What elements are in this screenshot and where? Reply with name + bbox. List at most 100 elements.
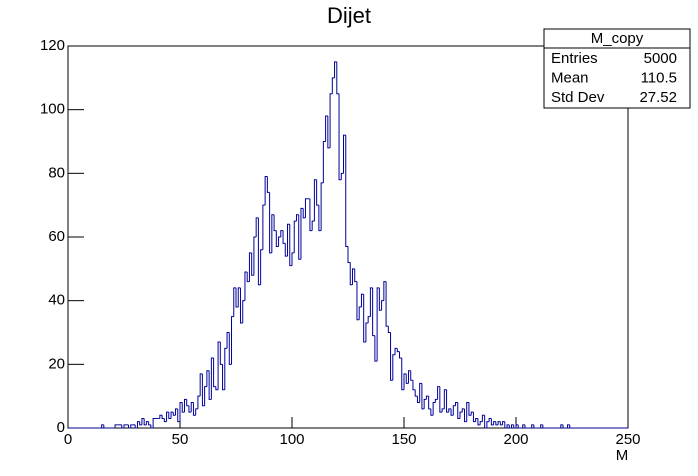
histogram-bin xyxy=(430,408,434,416)
histogram-bin xyxy=(181,402,185,413)
histogram-bin xyxy=(188,405,192,413)
histogram-bin xyxy=(134,424,138,429)
histogram-bin xyxy=(562,424,566,429)
histogram-bin xyxy=(396,348,400,353)
histogram-bin xyxy=(560,424,564,428)
histogram-bin xyxy=(327,116,331,149)
histogram-bin xyxy=(533,424,537,429)
histogram-bin xyxy=(175,408,178,416)
histogram-bin xyxy=(239,287,243,324)
histogram-bin xyxy=(378,287,382,311)
histogram-bin xyxy=(358,306,362,320)
histogram-bin xyxy=(488,417,492,422)
histogram-bin xyxy=(313,179,317,222)
histogram-bin xyxy=(390,332,393,381)
histogram-bin xyxy=(161,415,165,419)
histogram-bin xyxy=(304,198,308,218)
histogram-bin xyxy=(143,418,147,426)
histogram-bin xyxy=(269,192,272,254)
histogram-bin xyxy=(123,424,127,428)
histogram-bin xyxy=(432,402,436,416)
histogram-bin xyxy=(412,380,416,391)
histogram-bin xyxy=(340,172,344,180)
histogram-bin xyxy=(201,373,205,407)
stats-label: Mean xyxy=(551,69,589,86)
histogram-bin xyxy=(399,351,402,359)
histogram-bin xyxy=(311,220,315,231)
histogram-bin xyxy=(441,408,445,413)
histogram-bin xyxy=(284,243,288,257)
stats-box: M_copy xyxy=(543,28,691,109)
histogram-bin xyxy=(114,424,118,428)
histogram-bin xyxy=(376,287,380,362)
histogram-bin xyxy=(226,332,230,349)
stats-label: Entries xyxy=(551,50,598,67)
histogram-bin xyxy=(524,424,528,429)
histogram-bin xyxy=(374,335,378,362)
histogram-bin xyxy=(331,77,335,94)
histogram-bin xyxy=(425,395,429,400)
histogram-bin xyxy=(457,402,460,419)
histogram-bin xyxy=(540,424,543,428)
histogram-bin xyxy=(423,398,427,409)
histogram-bin xyxy=(448,408,452,413)
y-tick-label: 0 xyxy=(57,419,65,436)
histogram-bin xyxy=(499,421,503,426)
histogram-bin xyxy=(459,411,463,419)
histogram-bin xyxy=(275,230,279,248)
histogram-bin xyxy=(291,252,295,266)
histogram-bin xyxy=(179,402,183,422)
histogram-bin xyxy=(515,424,519,428)
histogram-bin xyxy=(439,386,443,413)
histogram-bin xyxy=(542,424,546,429)
histogram-bin xyxy=(318,205,322,232)
histogram-bin xyxy=(493,421,496,425)
histogram-bin xyxy=(428,396,431,410)
histogram-bin xyxy=(513,424,516,429)
stats-value: 5000 xyxy=(644,50,677,67)
x-tick-label: 150 xyxy=(391,431,416,448)
histogram-bin xyxy=(446,389,449,413)
histogram-bin xyxy=(213,357,216,388)
histogram-bin xyxy=(325,115,328,142)
y-tick-label: 60 xyxy=(48,228,65,245)
histogram-bin xyxy=(367,316,371,323)
histogram-bin xyxy=(228,332,232,365)
histogram-bin xyxy=(204,386,207,406)
histogram-bin xyxy=(421,383,425,410)
histogram-bin xyxy=(262,204,266,250)
histogram-bin xyxy=(264,176,268,206)
histogram-bin xyxy=(237,287,241,308)
histogram-bin xyxy=(159,414,163,419)
histogram-bin xyxy=(260,249,263,285)
histogram-bin xyxy=(497,421,501,425)
histogram-bin xyxy=(356,281,360,321)
histogram-bin xyxy=(219,342,223,365)
histogram-bin xyxy=(416,396,420,404)
histogram-bin xyxy=(210,357,214,400)
histogram-bin xyxy=(392,354,396,381)
histogram-bin xyxy=(251,252,254,276)
x-tick-label: 0 xyxy=(64,431,72,448)
histogram-bin xyxy=(168,412,172,419)
histogram-bin xyxy=(231,316,234,365)
histogram-bin xyxy=(278,236,281,247)
histogram-bin xyxy=(141,417,145,425)
histogram-bin xyxy=(511,424,514,428)
histogram-bin xyxy=(242,300,245,323)
histogram-bin xyxy=(248,252,252,282)
histogram-bin xyxy=(287,223,290,257)
histogram-bin xyxy=(405,373,409,384)
histogram-bin xyxy=(434,398,438,403)
histogram-bin xyxy=(484,415,487,429)
histogram-bin xyxy=(192,402,196,416)
histogram-bin xyxy=(567,424,570,428)
histogram-bin xyxy=(322,141,326,183)
histogram-bin xyxy=(183,398,187,413)
stats-title: M_copy xyxy=(591,30,644,47)
y-tick-label: 120 xyxy=(40,37,65,54)
histogram-bin xyxy=(152,417,156,428)
histogram-bin xyxy=(177,408,180,423)
